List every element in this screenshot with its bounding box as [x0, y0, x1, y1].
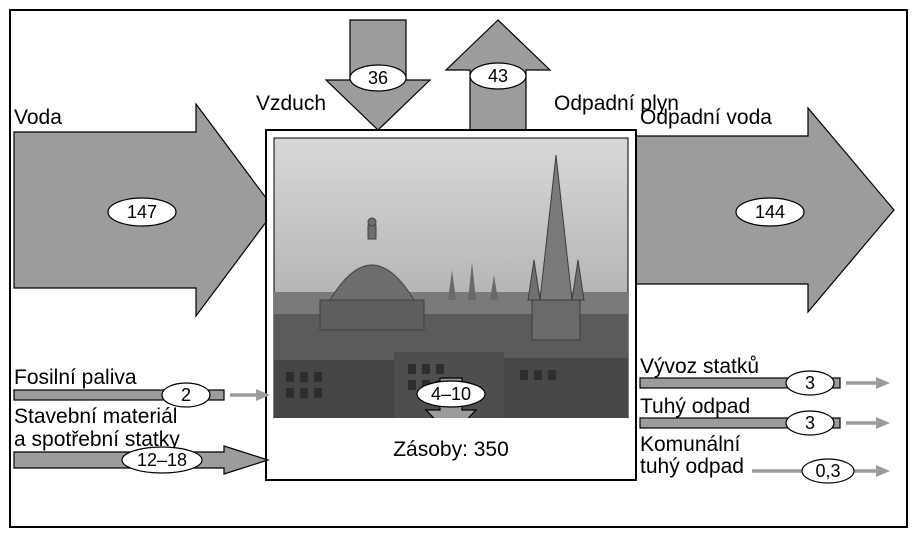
label-stavebni-1: Stavební materiál [14, 405, 177, 428]
value-fosilni: 2 [181, 385, 191, 405]
value-voda: 147 [127, 202, 157, 222]
arrow-odpadni-plyn: Odpadní plyn 43 [446, 20, 679, 130]
flow-diagram: Voda 147 Odpadní voda 144 Vzduch 36 Odpa… [0, 0, 917, 537]
label-komunalni-1: Komunální [640, 433, 741, 456]
arrow-stavebni: Stavební materiál a spotřební statky 12–… [14, 405, 268, 474]
arrow-odpadni-voda: Odpadní voda 144 [636, 106, 894, 312]
value-zasoby: 4–10 [431, 384, 471, 404]
label-tuhy: Tuhý odpad [640, 395, 750, 418]
value-vyvoz: 3 [805, 373, 815, 393]
arrow-vyvoz: Vývoz statků 3 [640, 355, 890, 395]
label-vyvoz: Vývoz statků [640, 355, 759, 378]
label-vzduch: Vzduch [256, 92, 326, 115]
arrow-tuhy: Tuhý odpad 3 [640, 395, 890, 435]
value-komunalni: 0,3 [815, 461, 840, 481]
value-tuhy: 3 [805, 413, 815, 433]
label-komunalni-2: tuhý odpad [640, 455, 744, 478]
city-photo [274, 138, 628, 418]
arrow-fosilni: Fosilní paliva 2 [14, 366, 270, 407]
value-odpadni-voda: 144 [755, 202, 785, 222]
arrow-voda: Voda 147 [14, 104, 275, 316]
arrow-vzduch: Vzduch 36 [256, 20, 430, 130]
label-fosilni: Fosilní paliva [14, 366, 137, 389]
value-odpadni-plyn: 43 [488, 66, 508, 86]
label-zasoby: Zásoby: 350 [393, 438, 509, 461]
arrow-komunalni: Komunální tuhý odpad 0,3 [640, 433, 890, 483]
value-vzduch: 36 [368, 68, 388, 88]
value-stavebni: 12–18 [137, 450, 187, 470]
label-voda: Voda [14, 106, 62, 129]
label-odpadni-plyn: Odpadní plyn [554, 92, 679, 115]
